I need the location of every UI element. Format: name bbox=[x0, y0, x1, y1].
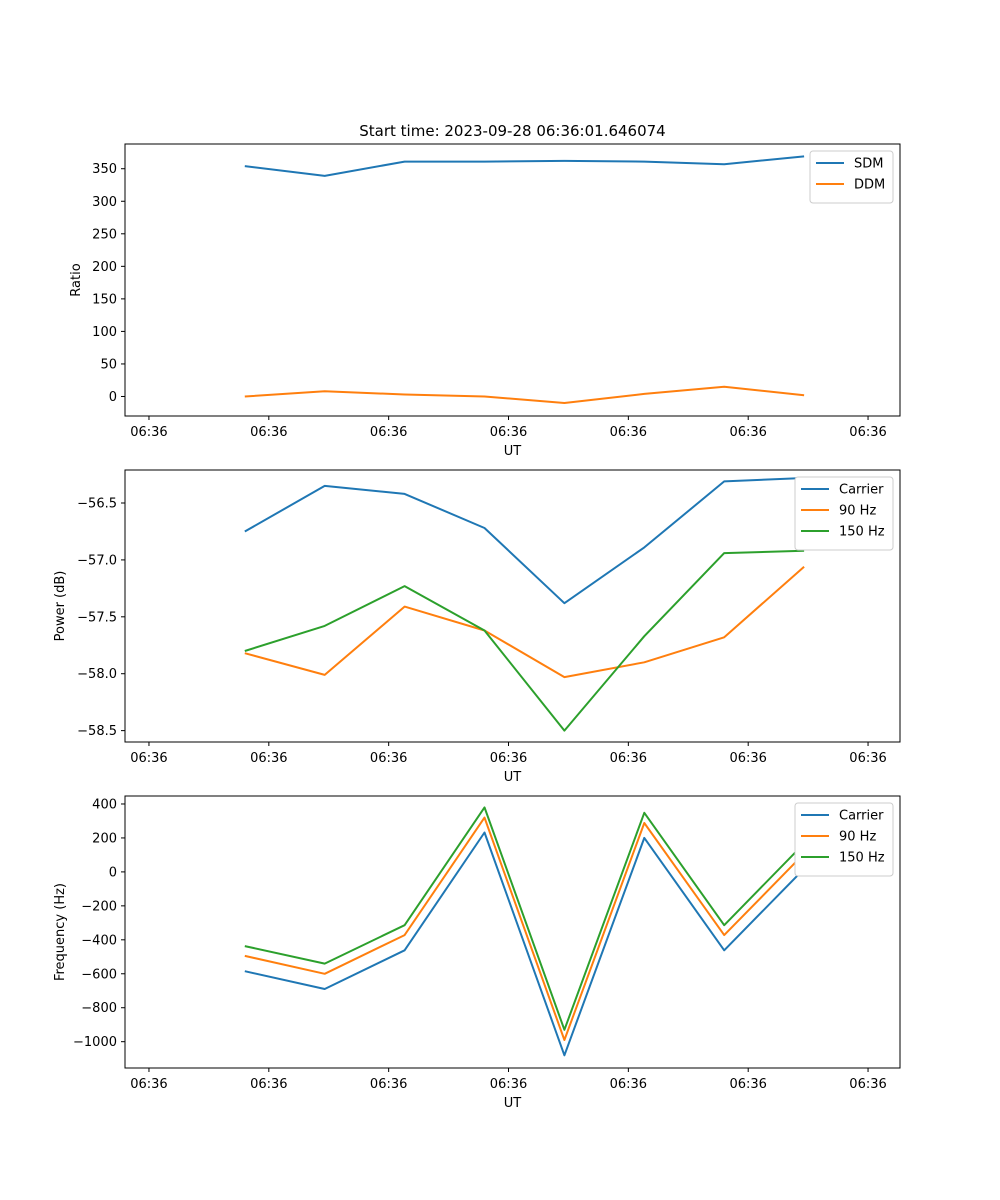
y-axis-label: Ratio bbox=[69, 263, 84, 296]
y-tick-label: −800 bbox=[81, 1001, 117, 1016]
legend: Carrier 90 Hz 150 Hz bbox=[794, 802, 894, 877]
x-tick-label: 06:36 bbox=[250, 1077, 287, 1092]
x-tick-label: 06:36 bbox=[849, 1077, 886, 1092]
series-line-90-hz bbox=[244, 816, 805, 1041]
series-line-150-hz bbox=[244, 806, 805, 1031]
x-tick-label: 06:36 bbox=[610, 751, 647, 766]
figure-title: Start time: 2023-09-28 06:36:01.646074 bbox=[359, 122, 665, 140]
x-tick-label: 06:36 bbox=[490, 751, 527, 766]
legend-label: 90 Hz bbox=[839, 504, 876, 519]
x-tick-label: 06:36 bbox=[370, 425, 407, 440]
x-tick-label: 06:36 bbox=[490, 1077, 527, 1092]
series-line-90-hz bbox=[244, 565, 805, 679]
y-tick-label: −200 bbox=[81, 899, 117, 914]
axes-frame bbox=[124, 795, 901, 1069]
x-tick-label: 06:36 bbox=[729, 751, 766, 766]
legend-label: 150 Hz bbox=[839, 525, 885, 540]
y-tick-label: 0 bbox=[109, 390, 117, 405]
y-tick-label: −58.5 bbox=[77, 724, 117, 739]
y-tick-label: 0 bbox=[109, 865, 117, 880]
y-tick-label: 250 bbox=[92, 227, 117, 242]
y-tick-label: 350 bbox=[92, 162, 117, 177]
x-tick-label: 06:36 bbox=[130, 425, 167, 440]
subplot-power: 06:36 06:36 06:36 06:36 06:36 06:36 06:36 −58.5… bbox=[53, 469, 901, 785]
x-tick-label: 06:36 bbox=[849, 425, 886, 440]
subplot-ratio: 06:36 06:36 06:36 06:36 06:36 06:36 06:36 0 50 10… bbox=[69, 143, 901, 459]
y-axis-label: Power (dB) bbox=[53, 571, 68, 642]
y-tick-label: −1000 bbox=[73, 1035, 117, 1050]
x-tick-label: 06:36 bbox=[610, 425, 647, 440]
legend-label: Carrier bbox=[839, 483, 884, 498]
y-tick-label: 50 bbox=[100, 357, 117, 372]
y-tick-label: −58.0 bbox=[77, 667, 117, 682]
series-line-carrier bbox=[244, 477, 805, 605]
legend-label: 150 Hz bbox=[839, 851, 885, 866]
y-axis-label: Frequency (Hz) bbox=[53, 883, 68, 981]
series-line-150-hz bbox=[244, 549, 805, 732]
x-tick-label: 06:36 bbox=[729, 425, 766, 440]
x-tick-label: 06:36 bbox=[130, 751, 167, 766]
axes-frame bbox=[124, 469, 901, 743]
y-tick-label: 100 bbox=[92, 325, 117, 340]
x-axis-label: UT bbox=[504, 444, 522, 459]
series-line-ddm bbox=[244, 385, 805, 404]
y-tick-label: 300 bbox=[92, 195, 117, 210]
y-tick-label: 200 bbox=[92, 831, 117, 846]
y-tick-label: −57.5 bbox=[77, 610, 117, 625]
x-tick-label: 06:36 bbox=[729, 1077, 766, 1092]
legend-label: SDM bbox=[854, 157, 883, 172]
y-tick-label: 200 bbox=[92, 260, 117, 275]
legend-label: Carrier bbox=[839, 809, 884, 824]
legend: Carrier 90 Hz 150 Hz bbox=[794, 476, 894, 551]
legend-label: DDM bbox=[854, 178, 885, 193]
x-axis-label: UT bbox=[504, 1096, 522, 1111]
y-tick-label: −400 bbox=[81, 933, 117, 948]
subplot-frequency: 06:36 06:36 06:36 06:36 06:36 06:36 06:36 −1000… bbox=[53, 795, 901, 1111]
x-tick-label: 06:36 bbox=[370, 751, 407, 766]
x-tick-label: 06:36 bbox=[130, 1077, 167, 1092]
legend: SDM DDM bbox=[809, 150, 894, 204]
legend-label: 90 Hz bbox=[839, 830, 876, 845]
series-line-sdm bbox=[244, 155, 805, 177]
x-tick-label: 06:36 bbox=[490, 425, 527, 440]
x-tick-label: 06:36 bbox=[370, 1077, 407, 1092]
x-tick-label: 06:36 bbox=[250, 425, 287, 440]
y-tick-label: −600 bbox=[81, 967, 117, 982]
x-axis-label: UT bbox=[504, 770, 522, 785]
x-tick-label: 06:36 bbox=[849, 751, 886, 766]
x-tick-label: 06:36 bbox=[610, 1077, 647, 1092]
y-tick-label: −56.5 bbox=[77, 497, 117, 512]
y-tick-label: 400 bbox=[92, 797, 117, 812]
axes-frame bbox=[124, 143, 901, 417]
series-line-carrier bbox=[244, 831, 805, 1057]
x-tick-label: 06:36 bbox=[250, 751, 287, 766]
y-tick-label: 150 bbox=[92, 292, 117, 307]
y-tick-label: −57.0 bbox=[77, 553, 117, 568]
